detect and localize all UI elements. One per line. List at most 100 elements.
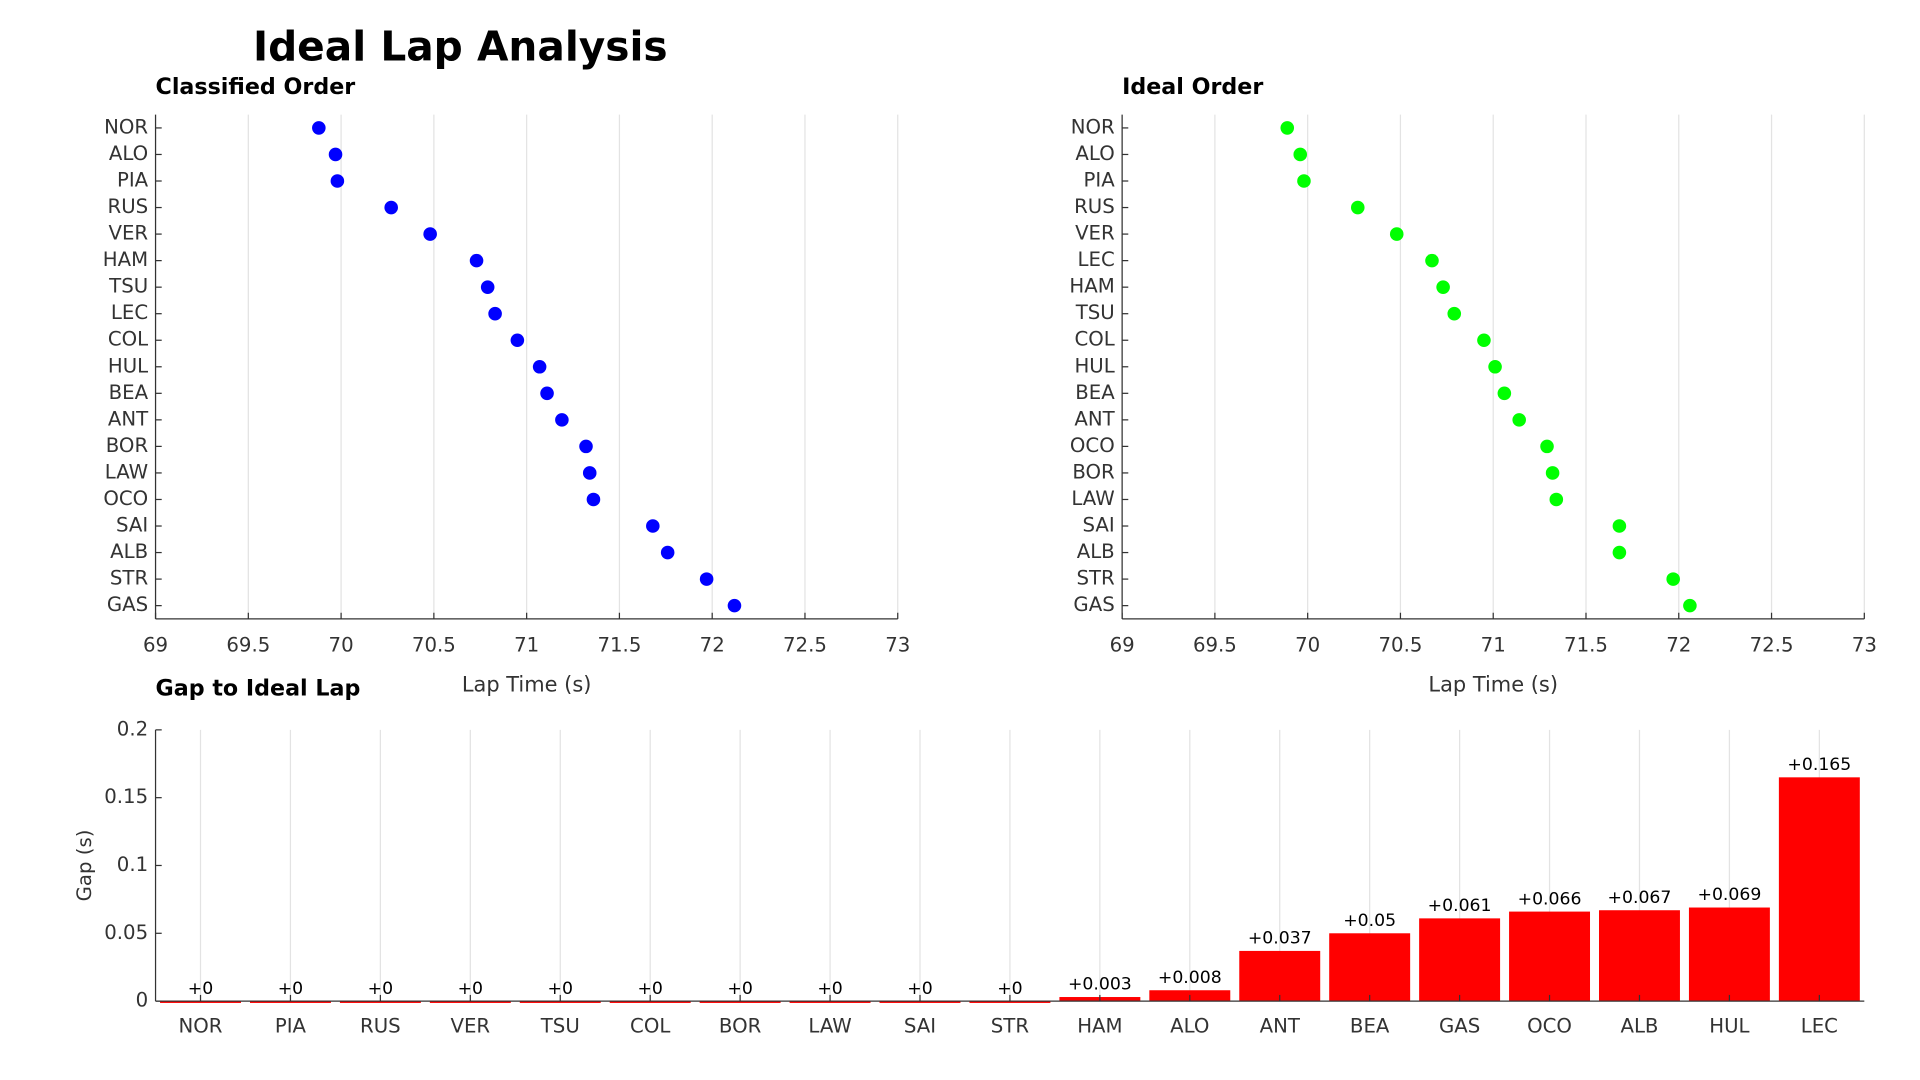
x-tick-label: STR: [991, 1014, 1030, 1037]
dot: [540, 386, 554, 401]
dot: [1280, 121, 1295, 135]
y-tick-label: LAW: [105, 460, 148, 483]
x-tick-label: HUL: [1709, 1014, 1749, 1037]
chart-title: Classified Order: [156, 74, 356, 100]
y-tick-label: BOR: [106, 434, 149, 457]
x-tick-label: VER: [450, 1014, 490, 1037]
x-tick-label: ALB: [1620, 1014, 1658, 1037]
x-tick-label: 69: [1110, 634, 1135, 657]
x-tick-label: 72.5: [1750, 634, 1794, 657]
y-tick-label: PIA: [117, 169, 149, 192]
y-tick-label: LEC: [111, 301, 148, 324]
dot: [1612, 519, 1627, 533]
y-tick-label: 0.15: [104, 785, 148, 808]
dot: [1683, 598, 1697, 613]
dot: [1436, 280, 1450, 294]
y-tick-label: GAS: [107, 593, 148, 616]
x-tick-label: 71: [514, 634, 539, 657]
dot: [312, 121, 326, 135]
x-tick-label: 73: [885, 634, 910, 657]
x-tick-label: 71: [1481, 634, 1506, 657]
y-tick-label: HAM: [103, 248, 148, 271]
dot: [1612, 545, 1627, 560]
bar: [969, 1001, 1051, 1003]
bar: [609, 1001, 691, 1003]
bar: [1239, 950, 1321, 1002]
dot: [1666, 572, 1680, 586]
value-label: +0.165: [1787, 755, 1851, 775]
dot: [586, 492, 601, 507]
dot: [423, 227, 437, 241]
value-label: +0.066: [1518, 889, 1582, 909]
y-tick-label: ALB: [1077, 540, 1115, 563]
dot: [582, 466, 597, 480]
x-tick-label: ALO: [1170, 1014, 1209, 1037]
value-label: +0: [548, 979, 573, 999]
dot: [1477, 333, 1491, 348]
x-axis-label: Lap Time (s): [462, 672, 592, 696]
y-tick-label: SAI: [116, 514, 148, 537]
y-tick-label: BEA: [1075, 381, 1115, 404]
bar: [789, 1001, 871, 1003]
y-tick-label: NOR: [104, 115, 148, 138]
dot: [510, 333, 525, 348]
x-tick-label: LAW: [808, 1014, 851, 1037]
x-tick-label: 69.5: [226, 634, 270, 657]
dot: [1545, 466, 1560, 480]
value-label: +0.061: [1428, 896, 1492, 916]
x-tick-label: 72: [1666, 634, 1691, 657]
dot: [1293, 147, 1308, 162]
y-tick-label: COL: [108, 328, 148, 351]
bar: [519, 1001, 601, 1003]
x-tick-label: SAI: [904, 1014, 936, 1037]
dot: [660, 545, 675, 560]
value-label: +0: [727, 979, 752, 999]
y-tick-label: LAW: [1071, 487, 1114, 510]
x-tick-label: 70: [329, 634, 354, 657]
dot: [1447, 306, 1462, 321]
x-axis-label: Lap Time (s): [1428, 672, 1558, 696]
dot: [469, 253, 484, 268]
value-label: +0: [907, 979, 932, 999]
dot: [1540, 439, 1554, 454]
dot: [384, 200, 398, 215]
dot: [1497, 386, 1512, 401]
y-tick-label: COL: [1074, 328, 1114, 351]
dot: [1297, 174, 1311, 188]
x-tick-label: BOR: [719, 1014, 762, 1037]
y-tick-label: 0: [136, 989, 149, 1012]
bar: [879, 1001, 961, 1003]
value-label: +0.069: [1697, 885, 1761, 905]
y-tick-label: GAS: [1073, 593, 1114, 616]
value-label: +0.037: [1248, 929, 1312, 949]
x-tick-label: 69.5: [1193, 634, 1237, 657]
y-tick-label: ANT: [108, 407, 149, 430]
x-tick-label: OCO: [1527, 1014, 1572, 1037]
x-tick-label: ANT: [1260, 1014, 1301, 1037]
x-tick-label: RUS: [360, 1014, 401, 1037]
dot: [579, 439, 593, 454]
y-tick-label: NOR: [1071, 115, 1115, 138]
x-tick-label: 71.5: [1564, 634, 1608, 657]
bar: [429, 1001, 511, 1003]
value-label: +0: [817, 979, 842, 999]
dot: [1389, 227, 1404, 241]
value-label: +0.008: [1158, 968, 1222, 988]
bar: [1599, 910, 1680, 1002]
value-label: +0.003: [1068, 975, 1132, 995]
y-tick-label: LEC: [1078, 248, 1115, 271]
bar: [249, 1001, 331, 1003]
y-tick-label: ALB: [110, 540, 148, 563]
y-tick-label: HAM: [1069, 275, 1114, 298]
y-tick-label: RUS: [1074, 195, 1115, 218]
y-tick-label: ALO: [109, 142, 148, 165]
x-tick-label: 70: [1295, 634, 1320, 657]
x-tick-label: HAM: [1077, 1014, 1122, 1037]
x-tick-label: 70.5: [1378, 634, 1422, 657]
dot: [555, 413, 569, 427]
x-tick-label: 72: [700, 634, 725, 657]
bar: [1419, 918, 1501, 1002]
y-tick-label: BEA: [109, 381, 149, 404]
